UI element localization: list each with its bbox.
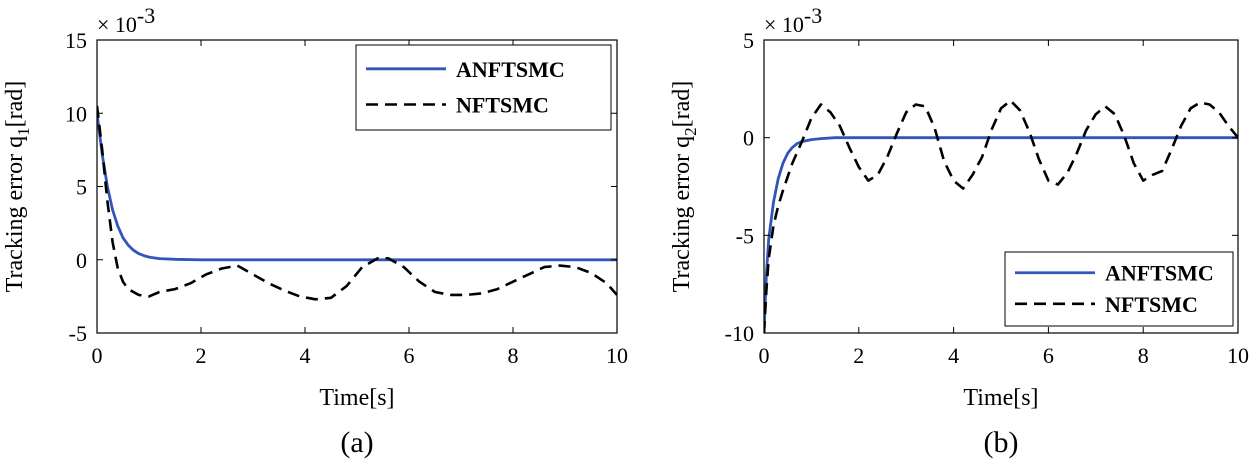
- y-tick-label: -5: [69, 321, 87, 346]
- x-tick-label: 4: [300, 343, 311, 368]
- panel-label: (a): [340, 426, 373, 459]
- x-tick-label: 8: [508, 343, 519, 368]
- axis-scale-factor: × 10-3: [97, 3, 155, 37]
- axis-scale-factor: × 10-3: [764, 3, 822, 37]
- x-tick-label: 10: [606, 343, 628, 368]
- x-tick-label: 8: [1138, 343, 1149, 368]
- x-tick-label: 2: [196, 343, 207, 368]
- series-line-nftsmc: [764, 99, 1238, 333]
- series-line-nftsmc: [97, 105, 617, 301]
- x-axis-label: Time[s]: [963, 385, 1038, 411]
- y-tick-label: 15: [65, 28, 87, 53]
- series-line-anftsmc: [97, 113, 617, 262]
- legend-label-nftsmc: NFTSMC: [1105, 292, 1198, 317]
- y-tick-label: 0: [743, 126, 754, 151]
- x-tick-label: 4: [948, 343, 959, 368]
- chart-panel-b: 0 2 4 6 8 10 -10 -5 0 5 × 10-3 Time[s] Tracking erro…: [669, 3, 1249, 459]
- x-tick-label: 6: [1043, 343, 1054, 368]
- legend-box: [1004, 251, 1234, 327]
- legend-box: [355, 44, 612, 131]
- x-tick-label: 6: [404, 343, 415, 368]
- legend: ANFTSMC NFTSMC: [1004, 251, 1234, 327]
- x-tick-label: 10: [1227, 343, 1249, 368]
- x-tick-label: 0: [759, 343, 770, 368]
- axes-frame: [763, 39, 1239, 334]
- legend-label-anftsmc: ANFTSMC: [1105, 261, 1214, 286]
- y-axis-label: Tracking error q1[rad]: [2, 81, 33, 293]
- y-tick-label: 0: [76, 248, 87, 273]
- x-axis-label: Time[s]: [319, 385, 394, 411]
- x-tick-label: 0: [92, 343, 103, 368]
- y-tick-label: -10: [725, 321, 754, 346]
- y-tick-label: 5: [743, 28, 754, 53]
- legend-label-nftsmc: NFTSMC: [456, 93, 549, 118]
- y-axis-label: Tracking error q2[rad]: [669, 81, 700, 293]
- panel-label: (b): [984, 426, 1019, 459]
- y-tick-label: 5: [76, 175, 87, 200]
- legend-label-anftsmc: ANFTSMC: [456, 57, 565, 82]
- y-tick-label: 10: [65, 101, 87, 126]
- legend: ANFTSMC NFTSMC: [355, 44, 612, 131]
- y-tick-label: -5: [736, 223, 754, 248]
- x-tick-label: 2: [853, 343, 864, 368]
